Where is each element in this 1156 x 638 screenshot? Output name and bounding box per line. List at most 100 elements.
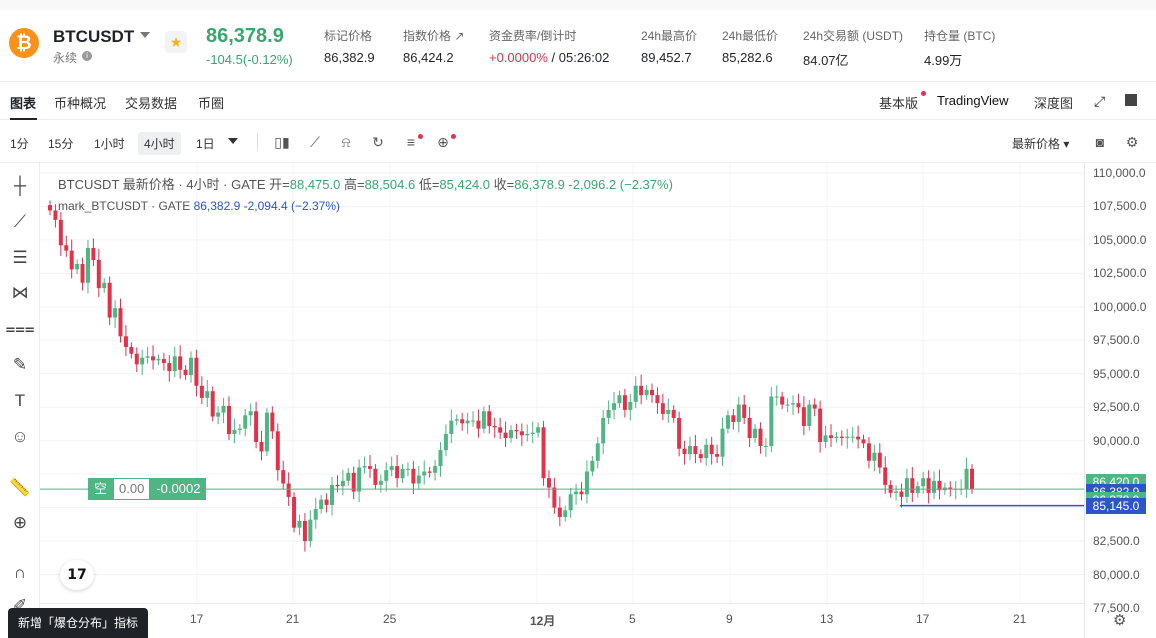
candle-body[interactable] <box>330 484 335 505</box>
candle-body[interactable] <box>758 428 763 447</box>
horizontal-lines-icon[interactable]: ☰ <box>12 248 28 267</box>
candle-body[interactable] <box>698 454 703 459</box>
candle-body[interactable] <box>693 446 698 455</box>
position-line-label[interactable]: 空 0.00 -0.0002 <box>88 478 207 501</box>
candle-body[interactable] <box>205 391 210 398</box>
candle-body[interactable] <box>785 404 790 406</box>
timeframe-15m[interactable]: 15分 <box>48 137 74 151</box>
candle-body[interactable] <box>622 395 627 410</box>
candle-body[interactable] <box>362 466 367 468</box>
gear-icon[interactable]: ⚙ <box>1125 134 1139 150</box>
timeframe-1d[interactable]: 1日 <box>196 137 215 151</box>
candle-body[interactable] <box>899 491 904 497</box>
candle-body[interactable] <box>226 405 231 434</box>
candle-body[interactable] <box>335 484 340 487</box>
candle-body[interactable] <box>216 412 221 417</box>
candle-body[interactable] <box>894 491 899 493</box>
chevron-down-icon[interactable] <box>140 32 150 38</box>
candle-body[interactable] <box>275 431 280 471</box>
candle-body[interactable] <box>584 471 589 495</box>
candle-body[interactable] <box>731 415 736 422</box>
candle-body[interactable] <box>427 471 432 473</box>
symbol-selector[interactable]: BTCUSDT <box>53 27 135 46</box>
candle-body[interactable] <box>568 494 573 511</box>
candle-body[interactable] <box>134 353 139 365</box>
candle-body[interactable] <box>319 499 324 509</box>
candle-body[interactable] <box>590 460 595 472</box>
candle-body[interactable] <box>107 282 112 318</box>
candle-body[interactable] <box>715 454 720 457</box>
candle-body[interactable] <box>796 403 801 408</box>
candle-body[interactable] <box>904 478 909 497</box>
candle-body[interactable] <box>725 415 730 429</box>
candle-body[interactable] <box>80 264 85 283</box>
candle-body[interactable] <box>926 478 931 493</box>
candle-body[interactable] <box>910 478 915 493</box>
tab-depth[interactable]: 深度图 <box>1034 96 1074 111</box>
candle-body[interactable] <box>243 415 248 429</box>
candle-body[interactable] <box>552 487 557 508</box>
candle-body[interactable] <box>861 439 866 444</box>
candle-body[interactable] <box>736 404 741 422</box>
candle-body[interactable] <box>102 282 107 289</box>
candle-body[interactable] <box>151 356 156 361</box>
candle-body[interactable] <box>438 450 443 467</box>
candle-body[interactable] <box>161 359 166 364</box>
candle-body[interactable] <box>259 442 264 452</box>
candle-body[interactable] <box>443 434 448 451</box>
candle-body[interactable] <box>682 448 687 455</box>
candle-body[interactable] <box>384 470 389 481</box>
candle-body[interactable] <box>595 443 600 461</box>
candle-body[interactable] <box>324 499 329 505</box>
candle-body[interactable] <box>677 417 682 449</box>
timeframe-dropdown-icon[interactable] <box>228 138 238 144</box>
candle-body[interactable] <box>411 468 416 484</box>
candle-body[interactable] <box>492 425 497 428</box>
candle-body[interactable] <box>313 508 318 520</box>
timeframe-1m[interactable]: 1分 <box>10 137 29 151</box>
candle-body[interactable] <box>606 409 611 418</box>
candle-type-icon[interactable]: ▯▮ <box>274 134 290 150</box>
candle-body[interactable] <box>254 411 259 443</box>
candle-body[interactable] <box>91 247 96 260</box>
tab-chart[interactable]: 图表 <box>10 96 37 111</box>
candle-body[interactable] <box>617 395 622 404</box>
candle-body[interactable] <box>96 260 101 289</box>
indicators-icon[interactable]: ⟋ <box>310 134 320 150</box>
candle-body[interactable] <box>270 412 275 432</box>
candle-body[interactable] <box>449 420 454 434</box>
crosshair-icon[interactable]: ┼ <box>13 176 27 195</box>
candle-body[interactable] <box>476 420 481 429</box>
candle-body[interactable] <box>167 363 172 372</box>
candle-body[interactable] <box>709 444 714 455</box>
tab-tradingview[interactable]: TradingView <box>937 93 1009 108</box>
candle-body[interactable] <box>828 435 833 439</box>
candle-body[interactable] <box>113 308 118 318</box>
candle-body[interactable] <box>237 428 242 430</box>
candle-body[interactable] <box>612 403 617 410</box>
candle-body[interactable] <box>487 411 492 426</box>
candle-body[interactable] <box>937 480 942 491</box>
candle-body[interactable] <box>514 429 519 432</box>
tab-trading-data[interactable]: 交易数据 <box>125 96 178 111</box>
camera-icon[interactable]: ◙ <box>1095 134 1105 150</box>
candle-body[interactable] <box>747 417 752 439</box>
candle-body[interactable] <box>872 452 877 461</box>
candle-body[interactable] <box>351 472 356 492</box>
tab-basic[interactable]: 基本版 <box>879 96 919 111</box>
candle-body[interactable] <box>671 409 676 418</box>
price-type-select[interactable]: 最新价格 ▾ <box>1012 137 1070 151</box>
candle-body[interactable] <box>183 369 188 376</box>
candle-body[interactable] <box>123 336 128 347</box>
settings-list-icon[interactable]: ≡ <box>406 134 416 150</box>
candle-body[interactable] <box>75 264 80 270</box>
candle-body[interactable] <box>129 347 134 354</box>
candle-body[interactable] <box>118 308 123 337</box>
candle-body[interactable] <box>574 491 579 495</box>
candle-body[interactable] <box>232 429 237 434</box>
candle-body[interactable] <box>932 480 937 493</box>
candle-body[interactable] <box>64 245 69 251</box>
candle-body[interactable] <box>856 436 861 440</box>
magnet-icon[interactable]: ∩ <box>13 563 27 582</box>
candle-body[interactable] <box>509 429 513 439</box>
